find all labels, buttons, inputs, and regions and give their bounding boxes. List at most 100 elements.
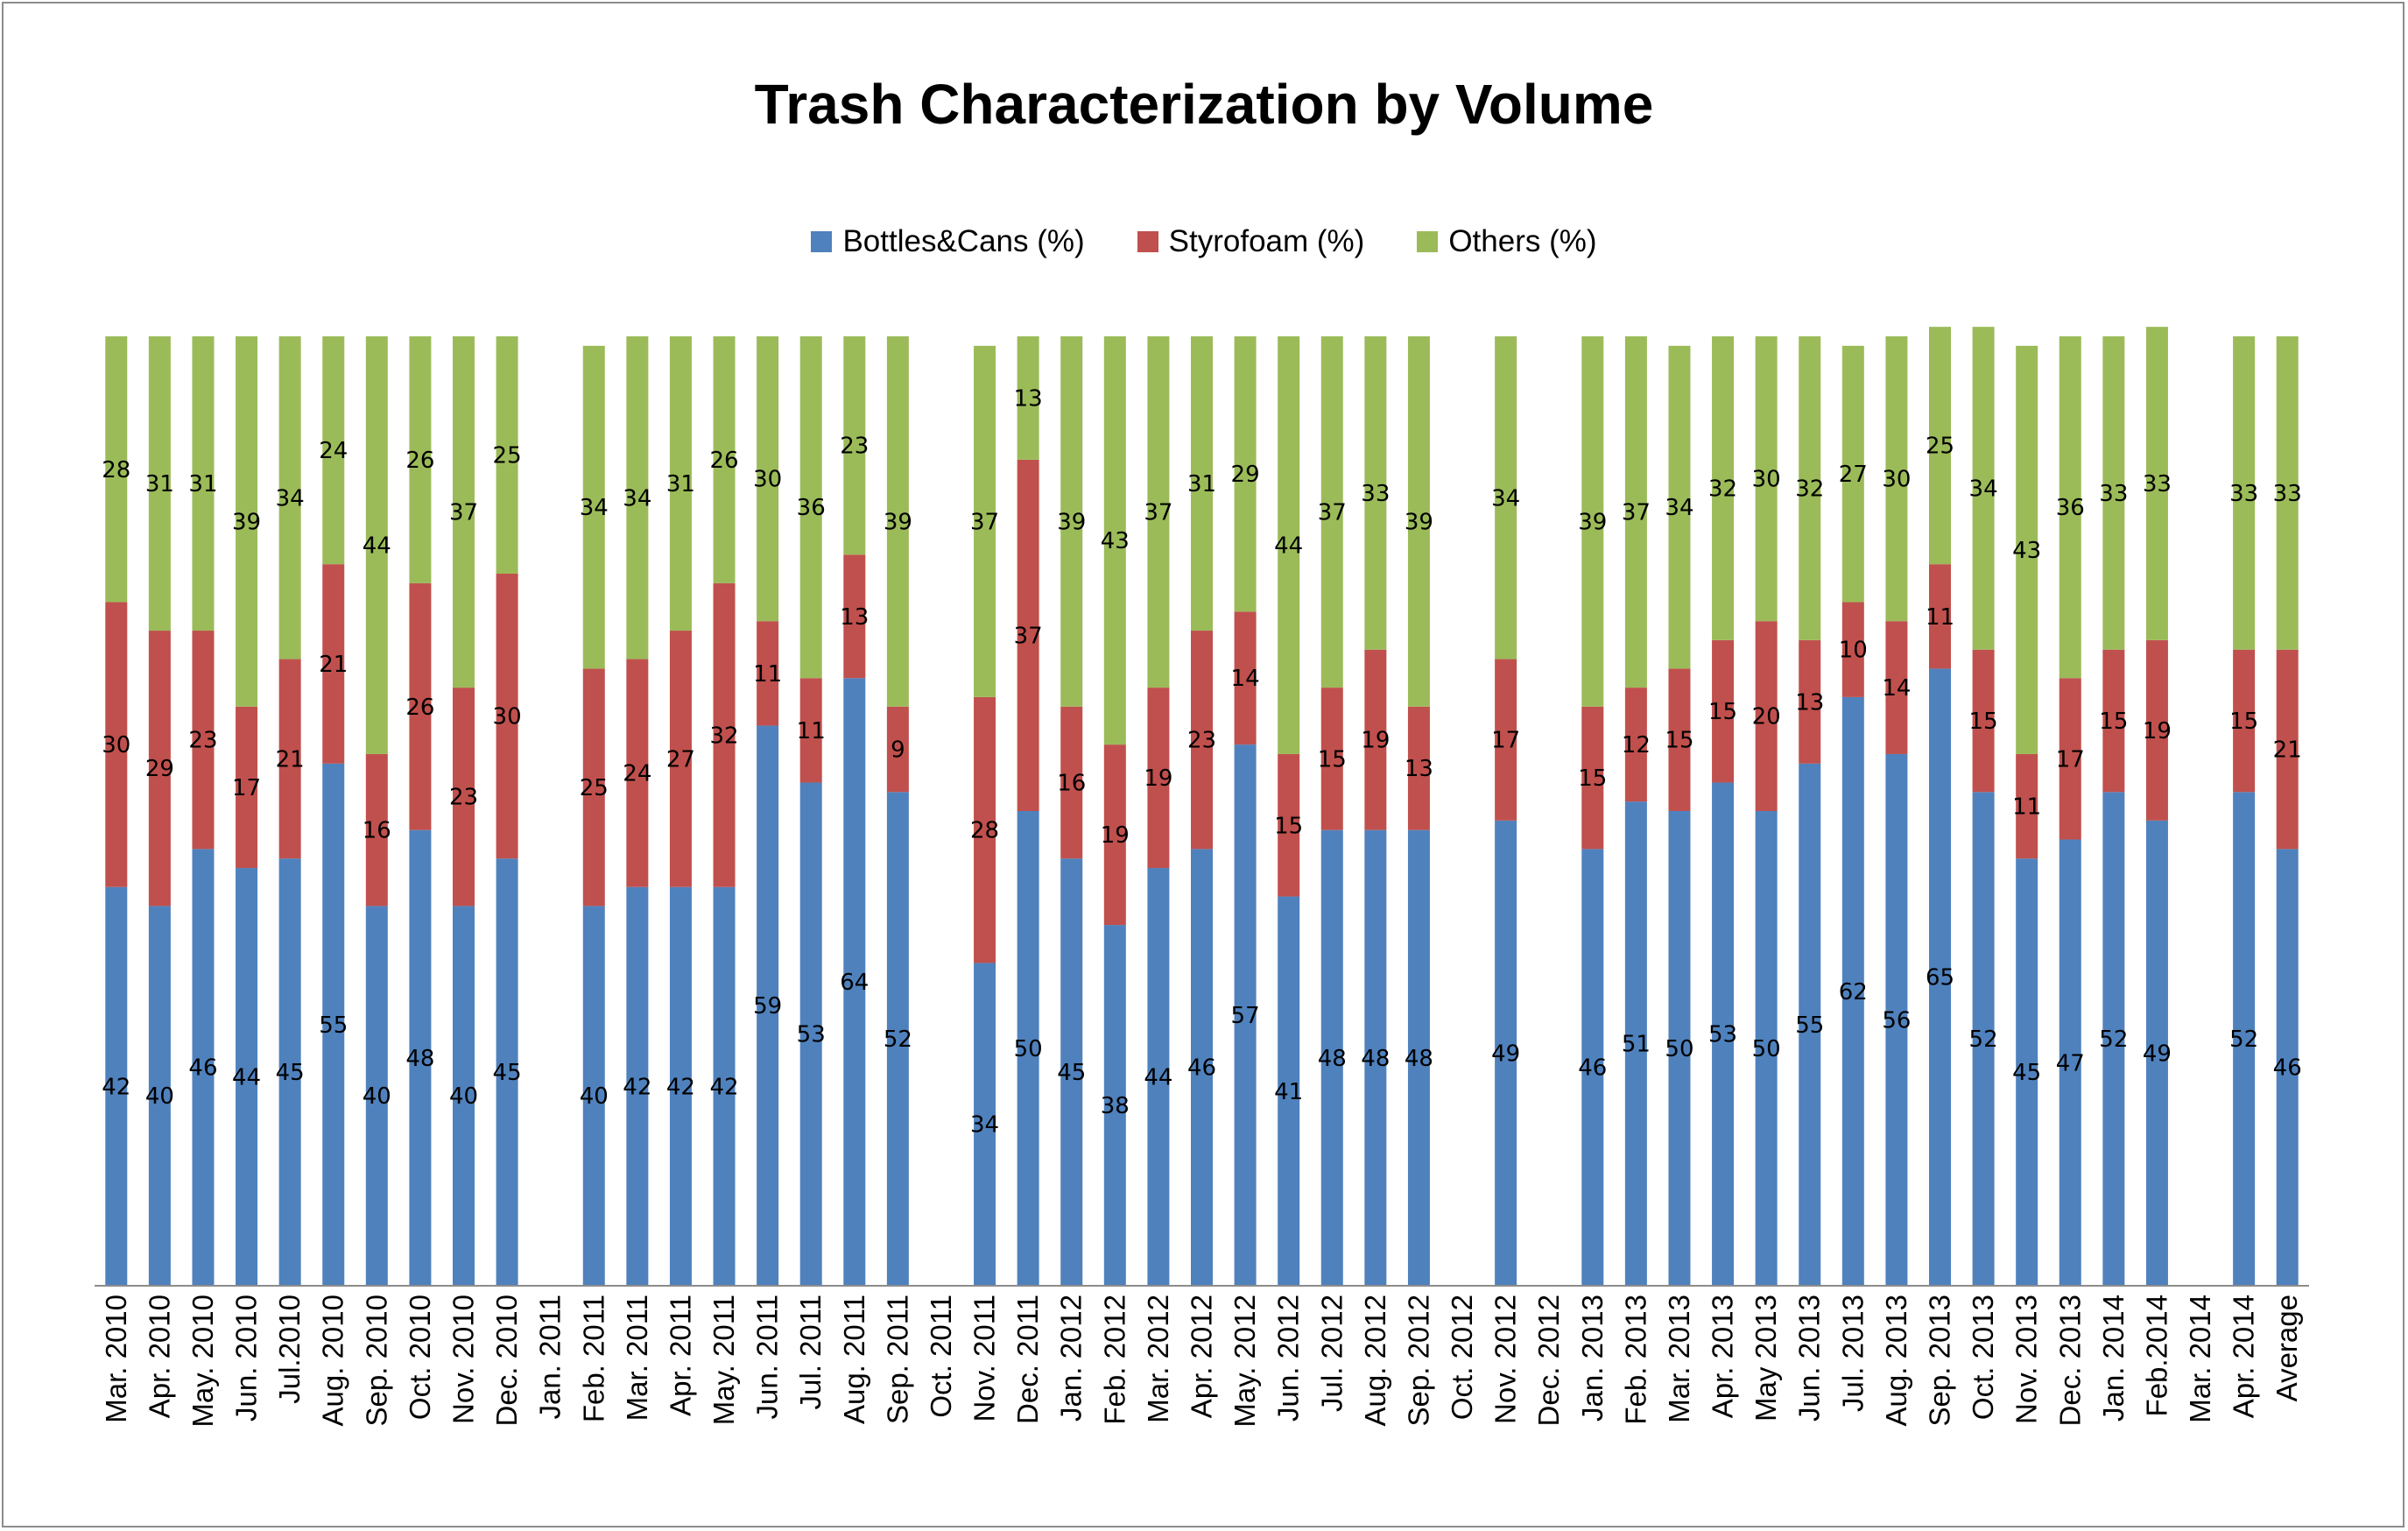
- bar-segment-bottles-cans: [1147, 868, 1170, 1286]
- legend-item-others: Others (%): [1417, 224, 1597, 259]
- data-label-others: 39: [884, 509, 912, 535]
- bar-segment-bottles-cans: [2145, 820, 2168, 1286]
- bar-segment-others: [1017, 336, 1039, 460]
- data-label-styrofoam: 30: [493, 704, 522, 730]
- data-label-others: 43: [1101, 528, 1130, 554]
- bar-segment-bottles-cans: [1234, 744, 1257, 1286]
- data-label-styrofoam: 23: [188, 728, 217, 754]
- data-label-others: 30: [1752, 467, 1781, 493]
- bar-segment-styrofoam: [2059, 678, 2081, 840]
- bar-segment-bottles-cans: [669, 886, 692, 1286]
- data-label-bottles-cans: 50: [1665, 1036, 1693, 1062]
- data-label-styrofoam: 17: [232, 775, 261, 801]
- x-tick-label: Jun. 2010: [230, 1295, 263, 1422]
- data-label-bottles-cans: 50: [1752, 1036, 1781, 1062]
- bar-segment-others: [626, 336, 649, 660]
- data-label-others: 25: [493, 443, 522, 469]
- bar-segment-styrofoam: [192, 631, 215, 850]
- bar-segment-bottles-cans: [1364, 829, 1387, 1286]
- x-tick-label: Aug. 2012: [1359, 1295, 1391, 1426]
- bar-segment-others: [365, 336, 388, 754]
- data-label-bottles-cans: 45: [493, 1060, 522, 1086]
- data-label-styrofoam: 15: [1665, 728, 1693, 754]
- data-label-others: 34: [276, 485, 305, 512]
- bar-segment-styrofoam: [322, 564, 345, 764]
- data-label-styrofoam: 11: [1926, 604, 1954, 631]
- bar-segment-bottles-cans: [799, 782, 822, 1286]
- bar-segment-bottles-cans: [1581, 849, 1604, 1286]
- data-label-bottles-cans: 47: [2056, 1050, 2085, 1076]
- bar-segment-others: [1841, 345, 1864, 603]
- bar-segment-styrofoam: [1885, 621, 1908, 754]
- x-tick-label: Feb. 2013: [1619, 1295, 1651, 1425]
- data-label-others: 34: [580, 495, 609, 521]
- x-tick-label: Sep. 2010: [360, 1295, 392, 1426]
- data-label-bottles-cans: 46: [1578, 1055, 1607, 1082]
- data-label-styrofoam: 15: [1274, 813, 1303, 839]
- data-label-others: 32: [1795, 476, 1824, 502]
- data-label-others: 39: [1578, 509, 1607, 535]
- data-label-bottles-cans: 45: [1057, 1060, 1086, 1086]
- data-label-styrofoam: 17: [1491, 728, 1520, 754]
- data-label-others: 33: [2099, 481, 2128, 507]
- data-label-styrofoam: 16: [363, 818, 391, 844]
- bar-segment-others: [2102, 336, 2125, 650]
- bar-segment-others: [1929, 327, 1951, 565]
- bar-segment-bottles-cans: [843, 678, 866, 1286]
- data-label-others: 34: [1491, 485, 1520, 512]
- data-label-others: 30: [753, 467, 782, 493]
- data-label-bottles-cans: 57: [1231, 1003, 1260, 1029]
- data-label-bottles-cans: 49: [2143, 1041, 2172, 1067]
- data-label-styrofoam: 15: [2229, 709, 2258, 735]
- data-label-others: 39: [232, 509, 261, 535]
- bar-segment-others: [2059, 336, 2081, 679]
- bar-segment-styrofoam: [669, 631, 692, 887]
- bar-segment-styrofoam: [1191, 631, 1213, 850]
- data-label-styrofoam: 16: [1057, 770, 1086, 796]
- bar-segment-styrofoam: [843, 554, 866, 679]
- x-tick-label: Mar. 2012: [1142, 1295, 1174, 1423]
- legend-item-styrofoam: Styrofoam (%): [1137, 224, 1364, 259]
- data-label-others: 39: [1057, 509, 1086, 535]
- data-label-others: 26: [709, 448, 738, 474]
- bar-segment-bottles-cans: [236, 868, 258, 1286]
- bar-segment-others: [757, 336, 779, 622]
- x-tick-label: Mar. 2013: [1663, 1295, 1695, 1423]
- bar-segment-others: [886, 336, 909, 707]
- data-label-styrofoam: 19: [1144, 766, 1172, 792]
- bar-segment-bottles-cans: [1929, 668, 1951, 1286]
- bar-segment-others: [2233, 336, 2256, 650]
- x-tick-label: Jun. 2013: [1793, 1295, 1826, 1422]
- data-label-styrofoam: 13: [1795, 689, 1824, 716]
- data-label-others: 13: [1014, 385, 1043, 412]
- data-label-bottles-cans: 52: [2099, 1027, 2128, 1053]
- data-label-styrofoam: 14: [1231, 666, 1260, 692]
- x-tick-label: Jun. 2011: [751, 1295, 784, 1420]
- bar-segment-others: [1668, 345, 1691, 669]
- bar-segment-others: [1103, 336, 1126, 745]
- bar-segment-bottles-cans: [713, 886, 736, 1286]
- data-label-others: 28: [102, 457, 130, 483]
- data-label-bottles-cans: 42: [709, 1074, 738, 1100]
- bar-segment-others: [2145, 327, 2168, 640]
- data-label-bottles-cans: 64: [840, 970, 869, 996]
- x-tick-label: Oct. 2013: [1967, 1295, 1999, 1420]
- data-label-bottles-cans: 34: [970, 1112, 999, 1139]
- bar-segment-others: [1147, 336, 1170, 688]
- bar-segment-bottles-cans: [1624, 801, 1647, 1286]
- data-label-bottles-cans: 55: [1795, 1012, 1824, 1039]
- bar-segment-styrofoam: [1972, 649, 1995, 793]
- bar-segment-bottles-cans: [2233, 792, 2256, 1286]
- data-label-styrofoam: 29: [145, 756, 174, 782]
- data-label-others: 36: [797, 495, 826, 521]
- data-label-bottles-cans: 44: [232, 1065, 261, 1091]
- bar-segment-others: [322, 336, 345, 565]
- x-tick-label: Apr. 2013: [1707, 1295, 1739, 1418]
- x-tick-label: Apr. 2010: [143, 1295, 175, 1418]
- x-tick-label: May 2013: [1750, 1295, 1782, 1422]
- bar-segment-bottles-cans: [1712, 782, 1735, 1286]
- data-label-styrofoam: 24: [623, 761, 651, 787]
- data-label-others: 30: [1882, 467, 1911, 493]
- bar-segment-bottles-cans: [1278, 896, 1300, 1286]
